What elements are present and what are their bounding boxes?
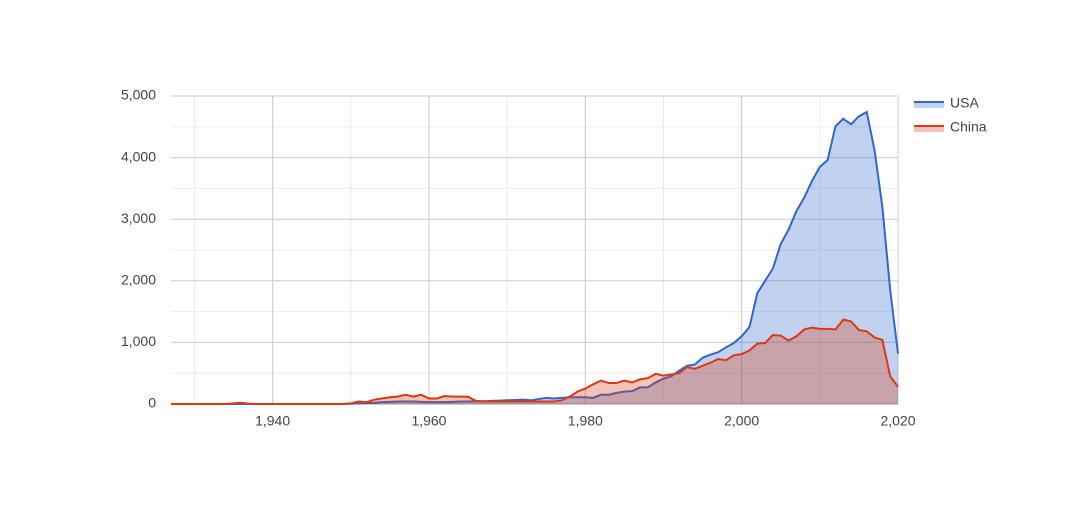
y-tick-label: 2,000 — [121, 272, 156, 288]
legend-label: China — [950, 119, 987, 135]
y-tick-label: 4,000 — [121, 148, 156, 164]
area — [171, 112, 898, 405]
x-tick-label: 2,000 — [724, 413, 759, 429]
line — [171, 318, 899, 405]
area — [171, 319, 898, 404]
x-tick-label: 1,980 — [568, 413, 603, 429]
x-tick-label: 2,020 — [880, 413, 915, 429]
x-tick-label: 1,960 — [411, 413, 446, 429]
y-tick-label: 5,000 — [121, 87, 156, 103]
legend-swatch — [914, 125, 944, 132]
y-tick-label: 0 — [148, 395, 156, 411]
legend-label: USA — [950, 95, 979, 111]
y-tick-label: 1,000 — [121, 333, 156, 349]
legend-swatch — [914, 101, 944, 108]
x-tick-label: 1,940 — [255, 413, 290, 429]
y-tick-label: 3,000 — [121, 210, 156, 226]
